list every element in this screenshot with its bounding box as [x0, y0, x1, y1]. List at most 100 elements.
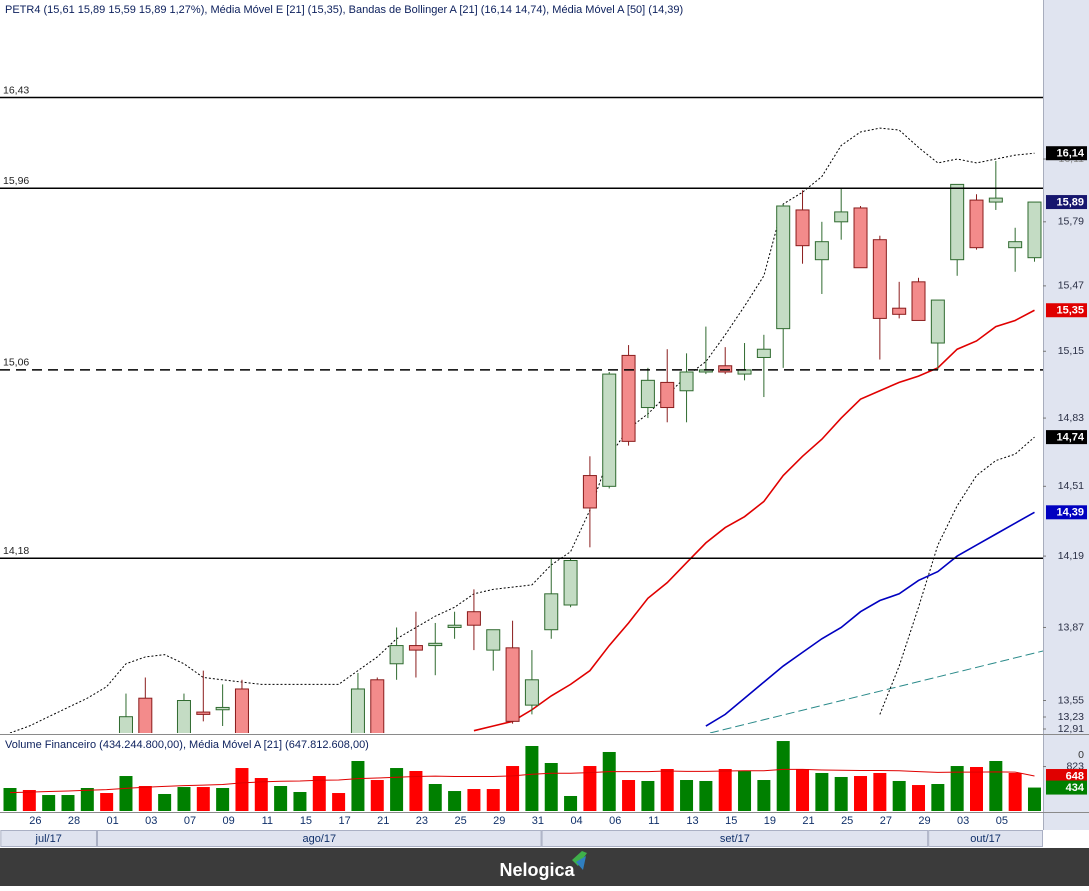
x-tick-label: 05 — [996, 815, 1008, 827]
volume-bar — [254, 778, 268, 811]
price-axis-strip — [1044, 0, 1089, 830]
x-tick-label: 28 — [68, 815, 80, 827]
x-tick-label: 01 — [107, 815, 119, 827]
volume-bar — [351, 761, 365, 811]
volume-bar — [931, 784, 945, 811]
last-value-label: 14,39 — [1056, 507, 1084, 519]
candle-body — [370, 679, 385, 733]
last-value-label: 15,89 — [1056, 196, 1084, 208]
volume-bar — [370, 780, 384, 811]
volume-bar — [1008, 772, 1022, 811]
x-tick-label: 11 — [648, 815, 659, 827]
candle-body — [505, 647, 520, 722]
volume-bar — [158, 793, 172, 811]
candle-body — [1027, 201, 1042, 259]
last-value-label: 15,35 — [1056, 305, 1084, 317]
footer-bar — [0, 848, 1089, 886]
last-value-label: 16,14 — [1056, 148, 1084, 160]
candle-body — [988, 197, 1003, 203]
candle-body — [447, 624, 462, 628]
last-value-label: 648 — [1066, 770, 1084, 782]
volume-bar — [1027, 787, 1041, 811]
candle-body — [911, 281, 926, 321]
volume-bar — [680, 780, 694, 811]
volume-bar — [138, 786, 152, 811]
volume-bar — [912, 785, 926, 811]
candle-body — [853, 207, 868, 269]
candle-body — [1008, 241, 1023, 249]
candle-body — [176, 700, 191, 733]
chart-header: PETR4 (15,61 15,89 15,59 15,89 1,27%), M… — [5, 4, 683, 16]
month-cell — [541, 830, 929, 847]
candle-body — [544, 593, 559, 631]
x-tick-label: 27 — [880, 815, 892, 827]
candle-body — [524, 679, 539, 706]
volume-bar — [119, 776, 133, 811]
volume-bar — [525, 745, 539, 811]
volume-bar — [216, 787, 230, 811]
x-tick-label: 15 — [300, 815, 312, 827]
volume-bar — [506, 766, 520, 811]
volume-bar — [796, 768, 810, 811]
volume-bar — [467, 789, 481, 811]
volume-bar — [448, 791, 462, 811]
y-tick-label: 15,79 — [1058, 216, 1084, 228]
candle-body — [834, 211, 849, 223]
candle-body — [234, 688, 249, 733]
volume-panel — [3, 741, 1041, 811]
volume-bar — [544, 763, 558, 811]
volume-bar — [22, 789, 36, 811]
volume-bar — [390, 768, 404, 811]
month-cell — [0, 830, 97, 847]
volume-bar — [274, 786, 288, 811]
candle-body — [466, 611, 481, 626]
last-value-label: 434 — [1066, 782, 1085, 794]
volume-average — [9, 768, 1035, 794]
volume-bar — [602, 751, 616, 811]
candle-body — [563, 560, 578, 606]
last-value-label: 14,74 — [1056, 432, 1084, 444]
volume-bar — [100, 793, 114, 811]
volume-bar — [332, 793, 346, 811]
month-cell — [928, 830, 1043, 847]
candle-body — [795, 209, 810, 247]
last-value-box — [1046, 195, 1087, 210]
x-tick-label: 15 — [725, 815, 737, 827]
volume-bar — [950, 766, 964, 811]
x-tick-label: 23 — [416, 815, 428, 827]
month-label: ago/17 — [302, 833, 336, 845]
volume-bar — [312, 776, 326, 811]
volume-axis-label: 0 — [1078, 749, 1084, 761]
volume-bar — [428, 784, 442, 811]
y-tick-label: 14,83 — [1058, 412, 1084, 424]
brand-logo — [576, 856, 586, 870]
overlay-line — [705, 511, 1035, 727]
volume-bar — [42, 795, 56, 811]
last-value-box — [1046, 780, 1087, 795]
x-tick-label: 19 — [764, 815, 776, 827]
brand-logo — [572, 851, 587, 866]
x-tick-label: 25 — [454, 815, 466, 827]
volume-bar — [815, 772, 829, 811]
y-tick-label: 13,87 — [1058, 621, 1084, 633]
y-tick-label: 15,47 — [1058, 280, 1084, 292]
volume-bar — [641, 780, 655, 811]
candle-body — [969, 199, 984, 249]
level-label: 15,06 — [3, 357, 29, 369]
overlay-line — [879, 436, 1035, 715]
candle-body — [215, 706, 230, 711]
volume-bar — [892, 780, 906, 811]
candle-body — [138, 697, 153, 733]
candle-body — [118, 716, 133, 733]
candle-body — [602, 373, 617, 487]
x-tick-label: 03 — [957, 815, 969, 827]
brand: Nelogica — [499, 860, 575, 880]
x-tick-label: 17 — [338, 815, 350, 827]
candle-body — [814, 241, 829, 261]
candle-body — [621, 354, 636, 442]
candle-body — [950, 183, 965, 261]
volume-bar — [718, 768, 732, 811]
